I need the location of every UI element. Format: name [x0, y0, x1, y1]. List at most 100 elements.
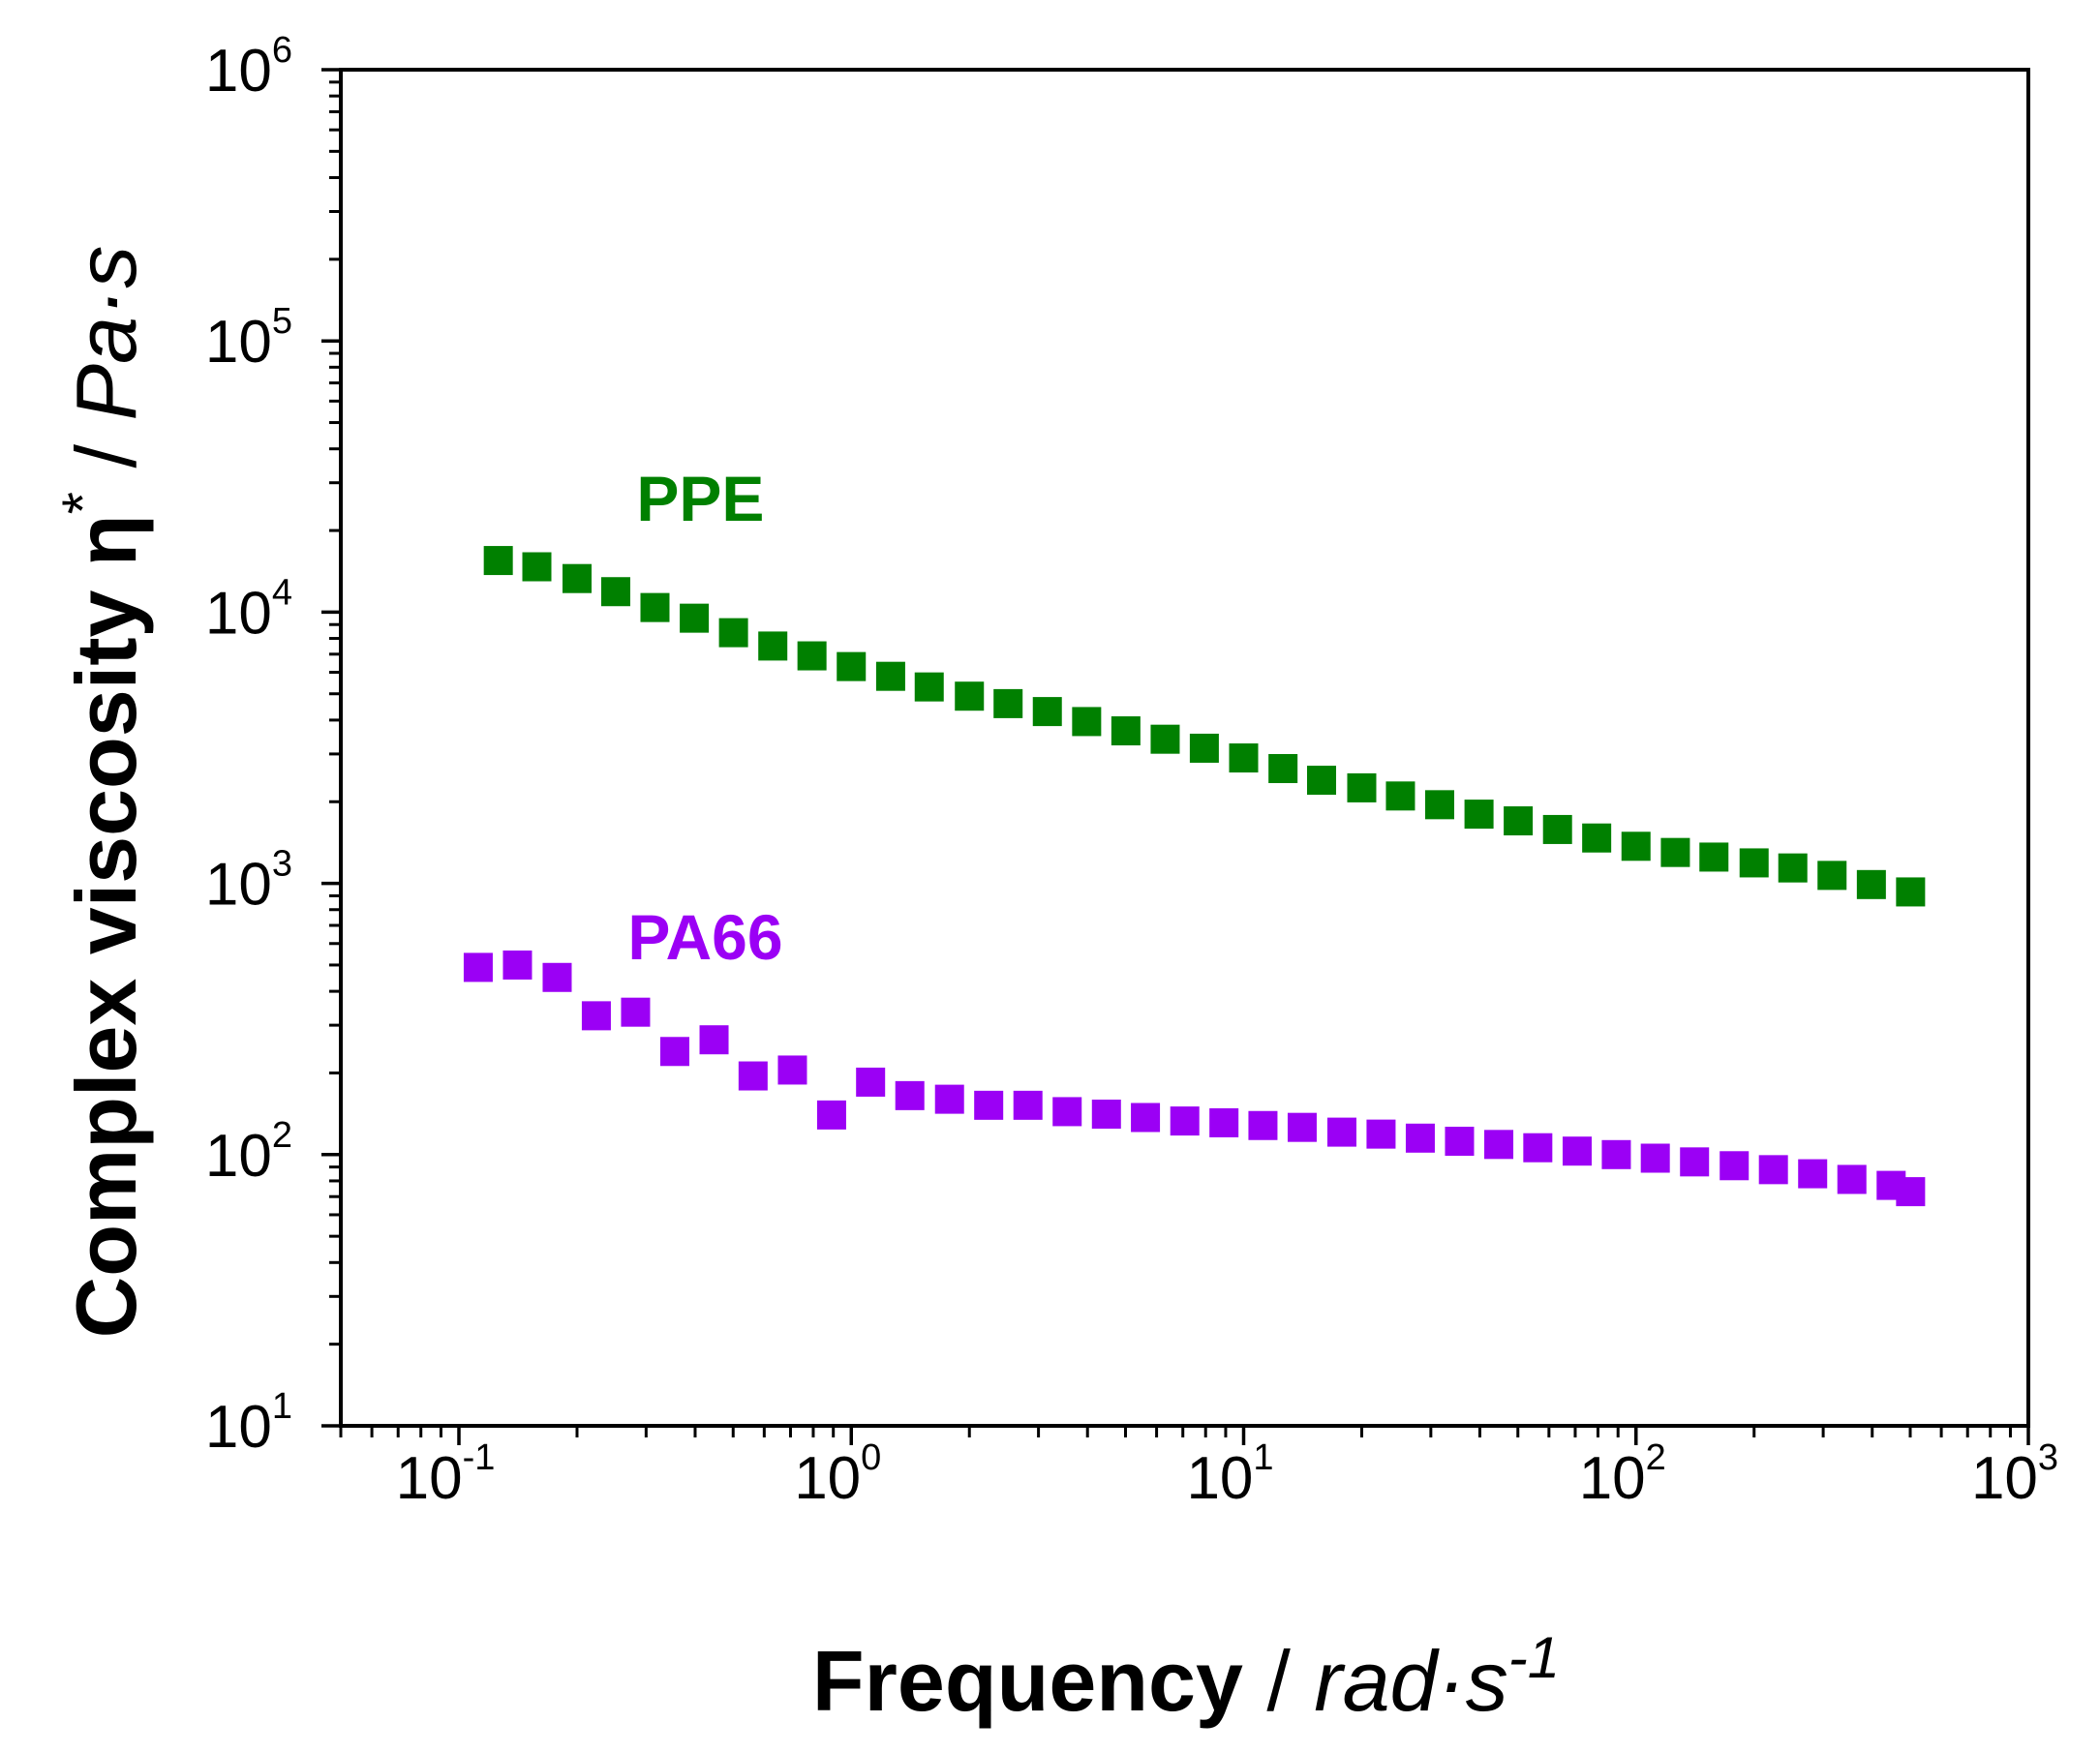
pa66-data-point [1131, 1103, 1161, 1133]
ppe-data-point [1032, 697, 1062, 727]
pa66-data-point [1720, 1151, 1750, 1181]
y-tick-label: 102 [205, 1115, 292, 1190]
pa66-data-point [1798, 1159, 1828, 1189]
y-tick-label: 101 [205, 1386, 292, 1461]
pa66-data-point [1445, 1127, 1475, 1157]
pa66-series-label: PA66 [627, 901, 782, 973]
pa66-data-point [542, 962, 572, 992]
ppe-data-point [875, 661, 905, 691]
x-tick-label-base: 10 [794, 1445, 861, 1512]
y-tick-label-exponent: 3 [272, 844, 292, 885]
pa66-data-point [1013, 1090, 1043, 1120]
x-tick-label: 101 [1186, 1437, 1273, 1512]
x-tick-label: 103 [1971, 1437, 2058, 1512]
ppe-data-point [1817, 861, 1847, 891]
pa66-data-point [463, 952, 493, 982]
y-tick-label-base: 10 [205, 38, 272, 105]
pa66-data-point [1896, 1177, 1926, 1207]
pa66-data-point [1170, 1106, 1200, 1136]
ppe-data-point [640, 592, 670, 622]
x-axis-label-separator: / [1243, 1633, 1314, 1729]
y-tick-label-base: 10 [205, 1394, 272, 1461]
ppe-data-point [1229, 743, 1259, 773]
y-tick-label: 106 [205, 30, 292, 105]
plot-frame [339, 68, 2030, 1428]
ppe-data-point [1896, 877, 1926, 907]
y-axis-label: Complex viscosity η* / Pa·s [50, 246, 154, 1339]
data-marks [463, 546, 1926, 1207]
pa66-data-point [816, 1100, 846, 1130]
y-tick-label-exponent: 6 [272, 30, 292, 71]
pa66-data-point [581, 1001, 611, 1031]
ppe-data-point [914, 672, 944, 702]
ppe-data-point [837, 651, 867, 681]
ppe-data-point [1464, 800, 1494, 830]
pa66-data-point [1523, 1133, 1553, 1163]
y-tick-label-exponent: 5 [272, 301, 292, 342]
ppe-data-point [1778, 853, 1808, 883]
ppe-data-point [1347, 772, 1377, 802]
ppe-data-point [1504, 806, 1534, 836]
y-tick-label-exponent: 4 [272, 572, 292, 613]
ppe-data-point [1542, 814, 1572, 844]
ppe-data-point [993, 688, 1023, 718]
x-axis-label-unit: rad·s [1314, 1633, 1508, 1729]
y-tick-label: 104 [205, 572, 292, 647]
y-axis-label-separator: / [58, 421, 154, 492]
y-axis-label-superscript: * [50, 492, 115, 514]
pa66-data-point [974, 1090, 1004, 1120]
pa66-data-point [1091, 1099, 1121, 1129]
pa66-data-point [1837, 1164, 1867, 1194]
ppe-data-point [522, 552, 552, 582]
pa66-data-point [856, 1067, 886, 1097]
ppe-data-point [600, 577, 630, 607]
x-tick-label-base: 10 [1971, 1445, 2038, 1512]
ppe-data-point [1268, 754, 1298, 784]
y-tick-label: 103 [205, 844, 292, 919]
pa66-data-point [738, 1061, 768, 1091]
pa66-data-point [1209, 1107, 1239, 1137]
ppe-data-point [1856, 869, 1886, 899]
y-tick-label-base: 10 [205, 309, 272, 376]
pa66-data-point [1680, 1147, 1710, 1177]
pa66-data-point [1248, 1110, 1278, 1140]
ppe-data-point [1385, 781, 1415, 811]
x-tick-label: 102 [1579, 1437, 1666, 1512]
pa66-data-point [1287, 1112, 1317, 1142]
x-tick-label-exponent: 0 [861, 1437, 881, 1478]
x-tick-label-exponent: 2 [1646, 1437, 1666, 1478]
ppe-data-point [1660, 837, 1690, 867]
pa66-data-point [1405, 1123, 1435, 1153]
pa66-data-point [1484, 1130, 1514, 1160]
x-tick-label-base: 10 [1186, 1445, 1253, 1512]
ppe-data-point [955, 681, 985, 711]
ppe-data-point [1424, 790, 1454, 820]
pa66-data-point [1640, 1143, 1670, 1173]
ppe-data-point [1621, 831, 1651, 861]
x-axis-label-unit-exponent: -1 [1508, 1625, 1560, 1690]
y-tick-label-exponent: 1 [272, 1386, 292, 1427]
ppe-data-point [1307, 766, 1337, 796]
pa66-data-point [502, 950, 533, 980]
x-tick-label-exponent: 3 [2038, 1437, 2058, 1478]
y-tick-label-base: 10 [205, 580, 272, 647]
pa66-data-point [934, 1084, 964, 1114]
ppe-data-point [680, 603, 710, 633]
pa66-data-point [1366, 1119, 1396, 1149]
pa66-data-point [1052, 1097, 1082, 1127]
x-tick-label: 100 [794, 1437, 881, 1512]
ppe-data-point [797, 641, 827, 671]
pa66-data-point [1758, 1155, 1788, 1185]
ppe-data-point [1582, 823, 1612, 853]
ppe-data-point [562, 563, 592, 593]
x-tick-label-exponent: -1 [463, 1437, 496, 1478]
x-axis-label-title: Frequency [812, 1633, 1243, 1729]
ppe-data-point [1150, 724, 1180, 754]
x-axis-label: Frequency / rad·s-1 [812, 1625, 1560, 1729]
x-tick-label-exponent: 1 [1253, 1437, 1273, 1478]
pa66-data-point [1562, 1136, 1592, 1166]
ppe-data-point [718, 618, 748, 648]
y-tick-label-exponent: 2 [272, 1115, 292, 1156]
